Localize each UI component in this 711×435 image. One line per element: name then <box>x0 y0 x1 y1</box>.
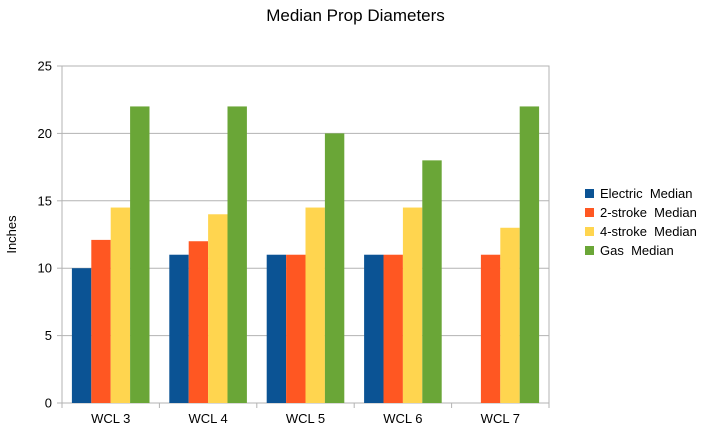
legend-label-2-stroke: 2-stroke Median <box>600 205 697 220</box>
bar <box>402 207 423 403</box>
x-tick-label: WCL 7 <box>481 411 520 426</box>
x-tick-label: WCL 6 <box>383 411 422 426</box>
bar <box>519 106 540 403</box>
bar <box>305 207 325 403</box>
bar <box>422 160 442 403</box>
chart-title: Median Prop Diameters <box>266 6 445 25</box>
bar <box>383 254 403 403</box>
bar <box>364 254 384 403</box>
bar <box>169 254 189 403</box>
bar <box>286 254 306 403</box>
legend-label-electric: Electric Median <box>600 186 693 201</box>
legend-label-gas: Gas Median <box>600 243 674 258</box>
legend-swatch-electric <box>585 189 594 198</box>
legend-label-4-stroke: 4-stroke Median <box>600 224 697 239</box>
x-tick-label: WCL 3 <box>91 411 130 426</box>
legend-item-gas: Gas Median <box>585 241 697 260</box>
x-tick-label: WCL 5 <box>286 411 325 426</box>
bar <box>188 241 209 403</box>
legend-swatch-4-stroke <box>585 227 594 236</box>
bar <box>480 254 501 403</box>
y-tick-label: 0 <box>45 396 52 411</box>
legend-swatch-gas <box>585 246 594 255</box>
legend-item-2-stroke: 2-stroke Median <box>585 203 697 222</box>
y-axis-title: Inches <box>4 215 19 254</box>
bar <box>266 254 287 403</box>
y-tick-label: 20 <box>38 126 52 141</box>
bar <box>71 268 92 403</box>
y-tick-label: 10 <box>38 261 52 276</box>
bar <box>91 239 111 403</box>
legend-item-4-stroke: 4-stroke Median <box>585 222 697 241</box>
y-tick-label: 25 <box>38 59 52 74</box>
legend-item-electric: Electric Median <box>585 184 697 203</box>
legend: Electric Median 2-stroke Median 4-stroke… <box>585 184 697 260</box>
y-tick-label: 5 <box>45 328 52 343</box>
bar <box>130 106 150 403</box>
x-tick-label: WCL 4 <box>188 411 227 426</box>
bar <box>500 227 520 403</box>
bar <box>227 106 247 403</box>
bar <box>208 214 228 403</box>
bar <box>110 207 131 403</box>
y-tick-label: 15 <box>38 193 52 208</box>
legend-swatch-2-stroke <box>585 208 594 217</box>
bar <box>324 133 345 403</box>
